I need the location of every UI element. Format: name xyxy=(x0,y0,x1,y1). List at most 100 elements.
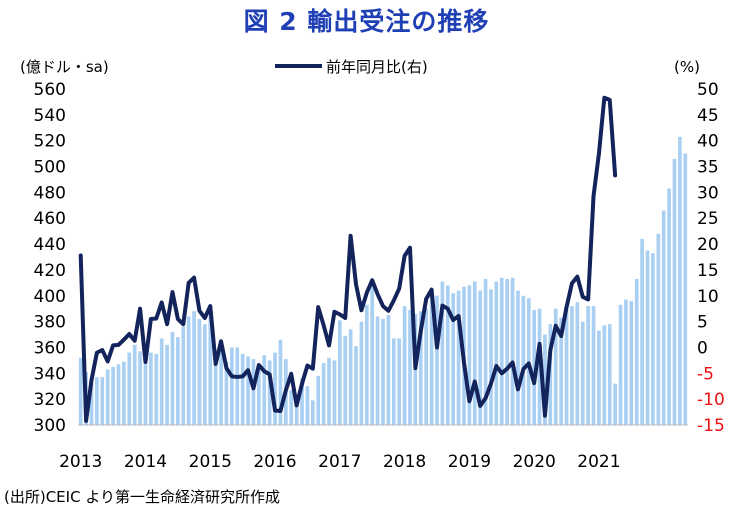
bar-20 xyxy=(186,316,191,425)
bar-37 xyxy=(278,339,283,425)
x-tick-label: 2019 xyxy=(448,452,491,472)
bar-82 xyxy=(521,295,526,425)
right-tick-label: 25 xyxy=(697,209,719,229)
bar-16 xyxy=(165,344,169,425)
bar-103 xyxy=(634,278,639,425)
bar-94 xyxy=(586,306,590,425)
bar-52 xyxy=(359,321,364,425)
bar-61 xyxy=(408,309,412,425)
bar-90 xyxy=(564,308,569,425)
right-tick-label: 40 xyxy=(697,132,719,152)
bar-76 xyxy=(489,289,493,425)
bar-8 xyxy=(122,361,126,425)
bar-108 xyxy=(661,210,666,425)
bar-47 xyxy=(332,360,337,425)
chart-title: 図 2 輸出受注の推移 xyxy=(243,7,490,36)
bar-12 xyxy=(143,343,148,425)
bar-3 xyxy=(95,377,99,425)
bar-19 xyxy=(181,326,186,425)
bar-28 xyxy=(230,347,234,425)
left-axis-ticks: 560 540 520 500 480 460 440 420 400 380 360 340 320 3… xyxy=(34,80,66,436)
bar-110 xyxy=(672,158,677,425)
x-tick-label: 2016 xyxy=(253,452,296,472)
right-tick-label: -5 xyxy=(697,364,714,384)
left-tick-label: 340 xyxy=(34,364,66,384)
left-tick-label: 300 xyxy=(34,416,66,436)
bar-7 xyxy=(116,364,121,425)
bar-40 xyxy=(294,393,299,425)
bar-22 xyxy=(197,319,202,425)
bar-70 xyxy=(456,290,461,425)
bar-56 xyxy=(381,319,385,425)
bar-105 xyxy=(645,250,650,425)
bar-11 xyxy=(138,351,142,425)
bar-98 xyxy=(607,324,612,425)
bar-21 xyxy=(192,311,196,425)
legend-line-label: 前年同月比(右) xyxy=(326,58,428,76)
bar-97 xyxy=(602,325,607,425)
bar-9 xyxy=(127,352,132,425)
bar-48 xyxy=(337,320,342,425)
bar-35 xyxy=(267,360,272,425)
bar-92 xyxy=(575,302,580,425)
bar-63 xyxy=(418,311,423,425)
legend: 前年同月比(右) xyxy=(275,58,428,76)
bar-66 xyxy=(435,295,439,425)
bar-6 xyxy=(111,366,115,425)
bar-87 xyxy=(548,324,553,425)
bar-33 xyxy=(257,366,261,425)
x-tick-label: 2014 xyxy=(124,452,167,472)
left-tick-label: 320 xyxy=(34,390,66,410)
bar-0 xyxy=(78,357,83,425)
bar-53 xyxy=(364,304,369,425)
bar-64 xyxy=(424,308,429,425)
right-tick-label: 0 xyxy=(697,339,708,359)
right-tick-label: 5 xyxy=(697,313,708,333)
bar-95 xyxy=(591,306,596,425)
x-tick-label: 2015 xyxy=(189,452,232,472)
bar-29 xyxy=(235,347,240,425)
right-tick-label: 35 xyxy=(697,158,719,178)
x-tick-label: 2020 xyxy=(513,452,556,472)
bar-31 xyxy=(246,356,250,425)
source-note: (出所)CEIC より第一生命経済研究所作成 xyxy=(4,488,281,506)
left-tick-label: 560 xyxy=(34,80,66,100)
bar-67 xyxy=(440,281,445,425)
bar-49 xyxy=(343,335,348,425)
bar-44 xyxy=(316,375,321,425)
bar-41 xyxy=(300,378,304,425)
left-tick-label: 460 xyxy=(34,209,66,229)
bar-54 xyxy=(370,278,375,425)
bar-13 xyxy=(149,352,153,425)
bar-112 xyxy=(683,153,688,425)
bar-17 xyxy=(170,331,175,425)
right-tick-label: -15 xyxy=(697,416,725,436)
x-tick-label: 2013 xyxy=(59,452,102,472)
bar-84 xyxy=(532,309,536,425)
bar-27 xyxy=(224,361,229,425)
bar-42 xyxy=(305,386,310,425)
bar-30 xyxy=(240,353,245,425)
bar-107 xyxy=(656,233,661,425)
bar-51 xyxy=(354,346,358,425)
bar-104 xyxy=(640,238,644,425)
x-tick-label: 2017 xyxy=(318,452,361,472)
bar-88 xyxy=(553,308,558,425)
left-tick-label: 360 xyxy=(34,339,66,359)
bar-26 xyxy=(219,351,223,425)
bar-93 xyxy=(580,321,585,425)
bar-23 xyxy=(203,324,207,425)
right-tick-label: 10 xyxy=(697,287,719,307)
left-tick-label: 480 xyxy=(34,183,66,203)
bar-101 xyxy=(624,299,628,425)
bar-39 xyxy=(289,390,294,425)
bar-36 xyxy=(273,352,277,425)
left-tick-label: 440 xyxy=(34,235,66,255)
bar-32 xyxy=(251,359,256,425)
bar-69 xyxy=(451,293,456,425)
bar-89 xyxy=(559,317,563,425)
bar-65 xyxy=(429,289,434,425)
bar-55 xyxy=(375,316,380,425)
